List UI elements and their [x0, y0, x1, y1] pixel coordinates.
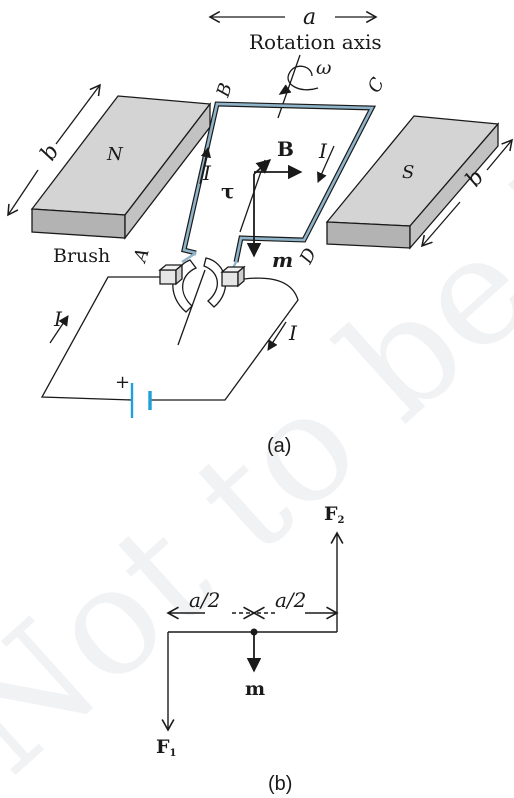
corner-b-label: B	[212, 80, 236, 100]
depth-arrow-right-up	[486, 138, 513, 171]
force-f2-label: F2	[324, 503, 345, 526]
brush-left	[158, 263, 184, 286]
north-magnet	[30, 95, 212, 240]
width-label: a	[303, 5, 316, 30]
force-f1-subscript: 1	[170, 748, 177, 759]
rotation-axis-label: Rotation axis	[249, 30, 382, 54]
corner-a-label: A	[129, 246, 154, 267]
battery-plus-label: +	[115, 372, 130, 393]
current-label-wire-right: I	[288, 321, 298, 345]
moment-label-b: m	[245, 678, 265, 700]
commutator-right	[203, 257, 227, 308]
moment-label: m	[272, 248, 293, 272]
current-arrow-wire-right	[267, 321, 287, 351]
labels-b: F2 F1 a/2 a/2 m (b)	[156, 503, 345, 795]
depth-arrow-left-up	[55, 83, 101, 145]
half-width-label-left: a/2	[189, 588, 220, 612]
current-arrow-coil-left	[199, 146, 212, 185]
current-label-coil-left: I	[202, 161, 212, 185]
current-label-wire-left: I	[53, 307, 63, 331]
south-magnet-side	[326, 221, 411, 249]
rotation-center-dot	[250, 628, 258, 636]
diagram-a	[7, 10, 513, 418]
corner-d-label: D	[295, 244, 321, 268]
depth-label-left: b	[36, 140, 65, 165]
corner-c-label: C	[364, 74, 389, 96]
omega-arrow	[287, 65, 319, 91]
omega-arrowhead	[278, 84, 292, 95]
omega-label: ω	[316, 57, 332, 79]
south-magnet	[325, 115, 500, 250]
half-width-label-right: a/2	[275, 588, 306, 612]
circuit-wire	[40, 276, 299, 401]
brush-right	[220, 265, 246, 288]
depth-arrow-right-down	[420, 201, 461, 248]
torque-label: τ	[221, 179, 234, 203]
north-label: N	[106, 144, 124, 165]
brush-label: Brush	[53, 245, 110, 267]
current-label-coil-right: I	[318, 139, 328, 163]
current-arrow-coil-right	[317, 145, 335, 183]
caption-b: (b)	[268, 773, 292, 795]
field-label: B	[277, 137, 294, 161]
south-label: S	[402, 162, 414, 183]
current-arrow-wire-left	[49, 315, 69, 344]
rotation-axis-low	[177, 269, 206, 346]
south-magnet-end	[409, 122, 499, 250]
rotation-axis-mid	[239, 159, 266, 233]
caption-a: (a)	[267, 435, 291, 457]
depth-arrow-left-down	[7, 169, 39, 217]
diagram-b	[161, 531, 344, 732]
coil-leg-left	[181, 251, 197, 264]
torque-vector	[253, 159, 272, 175]
force-f1-label: F1	[156, 736, 176, 759]
force-f2-subscript: 2	[338, 515, 345, 526]
coil-inner	[182, 102, 375, 263]
